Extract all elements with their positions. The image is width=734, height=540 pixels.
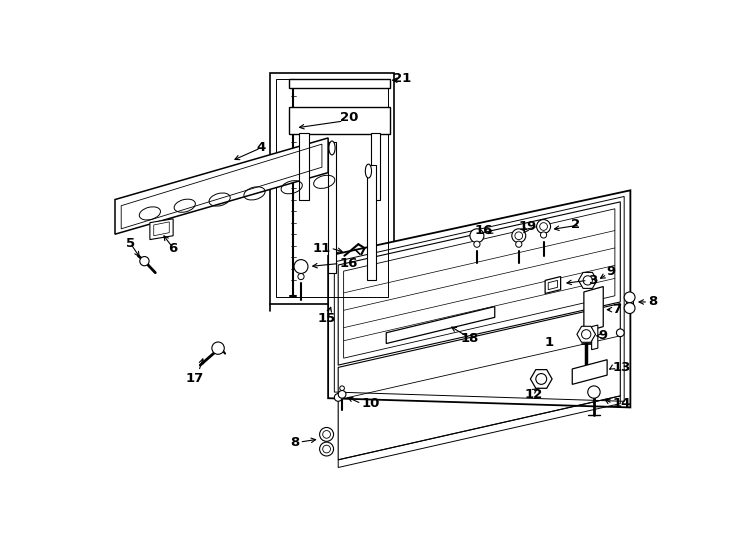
Circle shape: [470, 229, 484, 242]
Text: 12: 12: [524, 388, 542, 401]
Polygon shape: [270, 72, 394, 303]
Circle shape: [583, 276, 592, 285]
Text: 9: 9: [599, 329, 608, 342]
Circle shape: [617, 329, 624, 336]
Text: 2: 2: [571, 219, 580, 232]
Text: 17: 17: [186, 373, 204, 386]
Polygon shape: [289, 107, 390, 134]
Circle shape: [319, 442, 333, 456]
Circle shape: [139, 256, 149, 266]
Circle shape: [294, 260, 308, 273]
Text: 1: 1: [545, 335, 553, 348]
Ellipse shape: [329, 141, 335, 155]
Polygon shape: [386, 307, 495, 343]
Polygon shape: [592, 325, 597, 350]
Text: 7: 7: [613, 303, 622, 316]
Polygon shape: [115, 138, 328, 234]
Text: 3: 3: [588, 274, 597, 287]
Text: 14: 14: [613, 397, 631, 410]
Text: 4: 4: [256, 141, 265, 154]
Text: 20: 20: [340, 111, 358, 124]
Text: 19: 19: [518, 220, 537, 233]
Text: 11: 11: [312, 241, 330, 254]
Circle shape: [624, 292, 635, 303]
Text: 21: 21: [393, 72, 411, 85]
Polygon shape: [150, 219, 173, 240]
Polygon shape: [573, 360, 607, 384]
Circle shape: [340, 386, 344, 390]
Circle shape: [536, 374, 547, 384]
Circle shape: [298, 273, 304, 280]
Circle shape: [515, 232, 523, 240]
Text: 6: 6: [169, 241, 178, 254]
Polygon shape: [371, 132, 380, 200]
Text: 15: 15: [317, 313, 335, 326]
Polygon shape: [328, 190, 631, 408]
Text: 10: 10: [361, 397, 379, 410]
Text: 8: 8: [290, 436, 299, 449]
Text: 16: 16: [475, 224, 493, 237]
Circle shape: [537, 220, 550, 233]
Circle shape: [540, 232, 547, 238]
Circle shape: [334, 394, 342, 401]
Text: 8: 8: [648, 295, 658, 308]
Polygon shape: [531, 369, 552, 388]
Circle shape: [338, 390, 346, 398]
Circle shape: [581, 274, 594, 287]
Circle shape: [581, 330, 591, 339]
Circle shape: [512, 229, 526, 242]
Circle shape: [588, 386, 600, 398]
Circle shape: [624, 303, 635, 314]
Circle shape: [474, 241, 480, 247]
Text: 9: 9: [606, 265, 616, 278]
Text: 13: 13: [613, 361, 631, 374]
Circle shape: [516, 241, 522, 247]
Text: 16: 16: [340, 257, 358, 270]
Polygon shape: [328, 142, 336, 273]
Polygon shape: [299, 132, 309, 200]
Polygon shape: [545, 276, 561, 294]
Polygon shape: [584, 287, 603, 332]
Polygon shape: [289, 79, 390, 88]
Circle shape: [539, 222, 548, 231]
Circle shape: [212, 342, 225, 354]
Circle shape: [319, 428, 333, 441]
Polygon shape: [578, 272, 597, 288]
Text: 5: 5: [126, 237, 135, 250]
Polygon shape: [367, 165, 376, 280]
Ellipse shape: [366, 164, 371, 178]
Polygon shape: [577, 326, 595, 342]
Text: 18: 18: [461, 332, 479, 345]
